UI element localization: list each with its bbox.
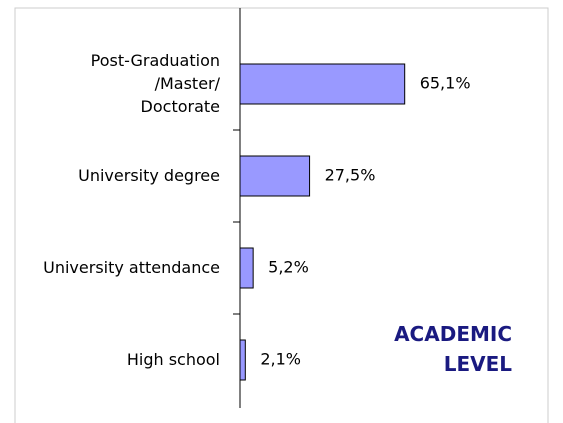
- bar: [239, 63, 406, 105]
- category-label: University degree: [78, 166, 220, 185]
- value-label: 27,5%: [325, 166, 376, 185]
- value-label: 5,2%: [268, 258, 309, 277]
- bar: [239, 155, 311, 197]
- category-label: Post-Graduation/Master/Doctorate: [91, 51, 221, 116]
- value-label: 65,1%: [420, 74, 471, 93]
- frame: [14, 7, 549, 423]
- category-label: High school: [127, 350, 220, 369]
- bar: [239, 339, 246, 381]
- annotation: ACADEMIC LEVEL: [394, 322, 512, 376]
- value-label: 2,1%: [260, 350, 301, 369]
- bar: [239, 247, 254, 289]
- category-label: University attendance: [43, 258, 220, 277]
